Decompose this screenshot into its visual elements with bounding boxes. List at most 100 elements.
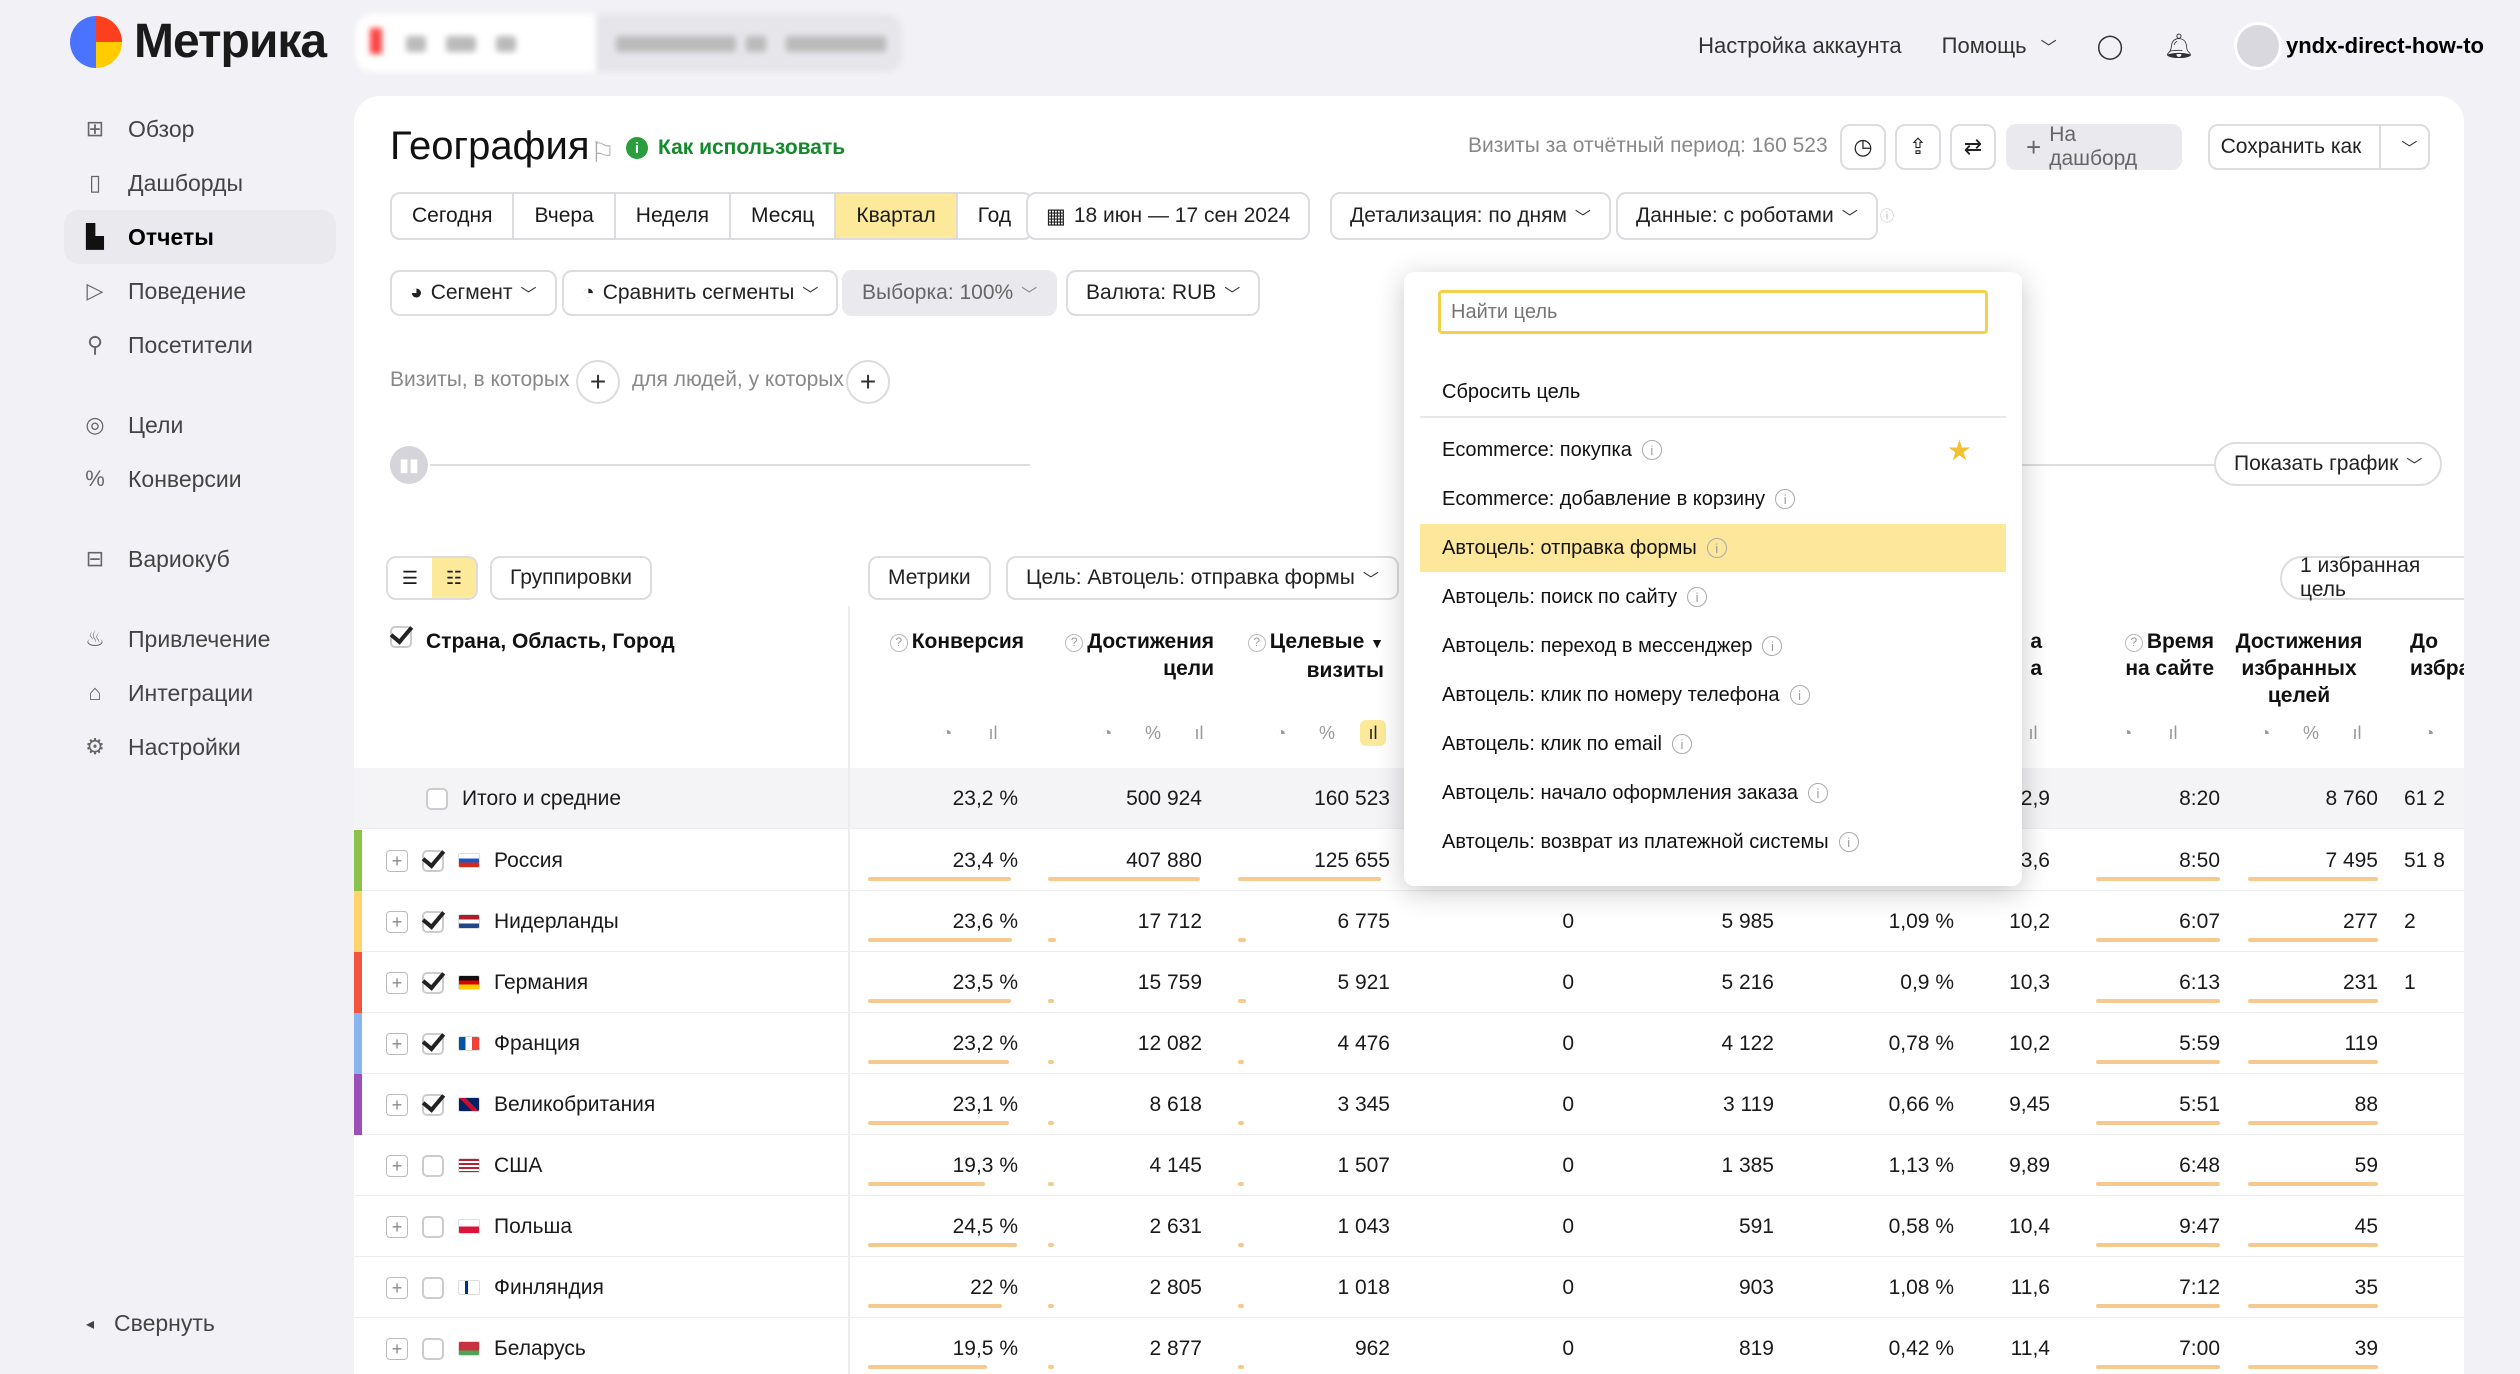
row-checkbox[interactable]	[422, 1093, 444, 1116]
groupings-button[interactable]: Группировки	[490, 556, 653, 600]
expand-icon[interactable]: +	[386, 971, 408, 994]
sidebar-item-variocube[interactable]: ⊟ Вариокуб	[64, 532, 336, 586]
period-quarter[interactable]: Квартал	[836, 194, 958, 238]
date-range-picker[interactable]: ▦ 18 июн — 17 сен 2024	[1026, 192, 1311, 240]
export-button[interactable]: ⇪	[1895, 124, 1941, 170]
column-goal-reaches[interactable]: ? Достижения цели	[1034, 628, 1214, 682]
info-icon[interactable]: i	[1838, 832, 1859, 852]
goal-option[interactable]: Автоцель: поиск по сайту i	[1420, 573, 2006, 621]
sidebar-item-conversions[interactable]: % Конверсии	[64, 452, 336, 506]
detail-select[interactable]: Детализация: по дням ﹀	[1330, 192, 1611, 240]
expand-icon[interactable]: +	[386, 1215, 408, 1238]
period-today[interactable]: Сегодня	[392, 194, 515, 238]
sidebar-item-acquisition[interactable]: ♨ Привлечение	[64, 612, 336, 666]
bar-chart-icon[interactable]: ıl	[1194, 722, 1204, 743]
row-checkbox[interactable]	[422, 971, 444, 994]
goal-option[interactable]: Ecommerce: покупка i ★	[1420, 426, 2006, 474]
info-icon[interactable]: i	[1687, 587, 1708, 607]
star-icon[interactable]: ★	[1946, 434, 1972, 466]
history-button[interactable]: ◷	[1840, 124, 1886, 170]
data-select[interactable]: Данные: с роботами ﹀	[1616, 192, 1878, 240]
row-checkbox[interactable]	[422, 1337, 444, 1360]
bar-chart-icon[interactable]: ıl	[2028, 722, 2038, 743]
sample-select[interactable]: Выборка: 100% ﹀	[842, 270, 1058, 316]
chevron-down-icon[interactable]: ﹀	[2401, 141, 2418, 158]
column-conversion[interactable]: ? Конверсия	[864, 628, 1024, 655]
goal-option[interactable]: Автоцель: переход в мессенджер i	[1420, 622, 2006, 670]
column-cut[interactable]: До избра	[2410, 628, 2464, 682]
period-month[interactable]: Месяц	[731, 194, 837, 238]
segment-button[interactable]: ◕ Сегмент ﹀	[390, 270, 557, 316]
how-to-use-link[interactable]: i Как использовать	[626, 136, 845, 160]
goal-option[interactable]: Автоцель: клик по email i	[1420, 720, 2006, 768]
help-menu[interactable]: Помощь ﹀	[1942, 33, 2057, 59]
table-row[interactable]: + Великобритания 23,1 % 8 618 3 345 0 3 119 0,…	[354, 1074, 2464, 1135]
expand-icon[interactable]: +	[386, 1337, 408, 1360]
row-checkbox[interactable]	[422, 1154, 444, 1177]
row-checkbox[interactable]	[422, 1215, 444, 1238]
info-icon[interactable]: i	[1789, 685, 1810, 705]
add-visit-condition-button[interactable]: +	[576, 360, 620, 404]
bar-chart-icon[interactable]: ıl	[2352, 722, 2362, 743]
pie-chart-icon[interactable]: ◔	[1275, 722, 1287, 743]
metrics-button[interactable]: Метрики	[868, 556, 991, 600]
info-icon[interactable]: i	[1762, 636, 1783, 656]
goal-option[interactable]: Автоцель: начало оформления заказа i	[1420, 769, 2006, 817]
pie-chart-icon[interactable]: ◔	[941, 722, 953, 743]
pie-chart-icon[interactable]: ◔	[2121, 722, 2133, 743]
list-view-icon[interactable]: ☰	[401, 567, 419, 588]
goal-option[interactable]: Ecommerce: добавление в корзину i	[1420, 475, 2006, 523]
expand-icon[interactable]: +	[386, 1276, 408, 1299]
add-to-dashboard-button[interactable]: + На дашборд	[2006, 123, 2182, 170]
select-all-checkbox[interactable]	[390, 626, 412, 648]
percent-icon[interactable]: %	[1318, 722, 1335, 743]
logo[interactable]: Метрика	[70, 14, 327, 69]
table-row[interactable]: + США 19,3 % 4 145 1 507 0 1 385 1,13 % 9,89 6:4…	[354, 1135, 2464, 1196]
currency-select[interactable]: Валюта: RUB ﹀	[1066, 270, 1261, 316]
add-people-condition-button[interactable]: +	[846, 360, 890, 404]
user-menu[interactable]: yndx-direct-how-to	[2234, 22, 2484, 70]
table-row[interactable]: + Финляндия 22 % 2 805 1 018 0 903 1,08 % 11,6 7…	[354, 1257, 2464, 1318]
row-checkbox[interactable]	[422, 1276, 444, 1299]
table-row[interactable]: + Беларусь 19,5 % 2 877 962 0 819 0,42 % 11,4 7:…	[354, 1318, 2464, 1374]
info-icon[interactable]: i	[1706, 538, 1727, 558]
tree-view-icon[interactable]: ☷	[432, 558, 476, 598]
table-row[interactable]: + Польша 24,5 % 2 631 1 043 0 591 0,58 % 10,4 9:…	[354, 1196, 2464, 1257]
goal-option[interactable]: Автоцель: возврат из платежной системы i	[1420, 818, 2006, 866]
goal-option[interactable]: Автоцель: отправка формы i	[1420, 524, 2006, 572]
info-icon[interactable]: i	[1775, 489, 1796, 509]
sidebar-item-visitors[interactable]: ⚲ Посетители	[64, 318, 336, 372]
sidebar-item-settings[interactable]: ⚙ Настройки	[64, 720, 336, 774]
show-chart-button[interactable]: Показать график ﹀	[2214, 442, 2443, 486]
sidebar-item-reports[interactable]: ▙ Отчеты	[64, 210, 336, 264]
pie-chart-icon[interactable]: ◔	[1101, 722, 1113, 743]
percent-icon[interactable]: %	[2302, 722, 2319, 743]
collapse-sidebar-button[interactable]: ◂ Свернуть	[86, 1310, 215, 1337]
table-row[interactable]: + Нидерланды 23,6 % 17 712 6 775 0 5 985 1,09 …	[354, 891, 2464, 952]
sidebar-item-dashboards[interactable]: ▯ Дашборды	[64, 156, 336, 210]
pie-chart-icon[interactable]: ◔	[2259, 722, 2271, 743]
bookmark-icon[interactable]: ⚐	[590, 137, 616, 168]
sidebar-item-behavior[interactable]: ▷ Поведение	[64, 264, 336, 318]
column-dimension[interactable]: Страна, Область, Город	[426, 630, 675, 653]
expand-icon[interactable]: +	[386, 1154, 408, 1177]
bar-chart-icon[interactable]: ıl	[988, 722, 998, 743]
info-icon[interactable]: i	[1671, 734, 1692, 754]
goal-option[interactable]: Автоцель: клик по номеру телефона i	[1420, 671, 2006, 719]
table-row[interactable]: + Франция 23,2 % 12 082 4 476 0 4 122 0,78 % 10…	[354, 1013, 2464, 1074]
row-checkbox[interactable]	[422, 849, 444, 872]
row-checkbox[interactable]	[426, 787, 448, 810]
sidebar-item-goals[interactable]: ◎ Цели	[64, 398, 336, 452]
goal-select[interactable]: Цель: Автоцель: отправка формы ﹀	[1006, 556, 1399, 600]
period-yesterday[interactable]: Вчера	[514, 194, 616, 238]
period-week[interactable]: Неделя	[616, 194, 732, 238]
compare-segments-button[interactable]: ◔ Сравнить сегменты ﹀	[562, 270, 839, 316]
share-button[interactable]: ⇄	[1950, 124, 1996, 170]
bell-icon[interactable]: 🔔︎	[2163, 32, 2194, 60]
pie-chart-icon[interactable]: ◔	[2423, 722, 2435, 743]
sidebar-item-overview[interactable]: ⊞ Обзор	[64, 102, 336, 156]
row-checkbox[interactable]	[422, 1032, 444, 1055]
goal-search-input[interactable]	[1438, 290, 1988, 334]
row-checkbox[interactable]	[422, 910, 444, 933]
